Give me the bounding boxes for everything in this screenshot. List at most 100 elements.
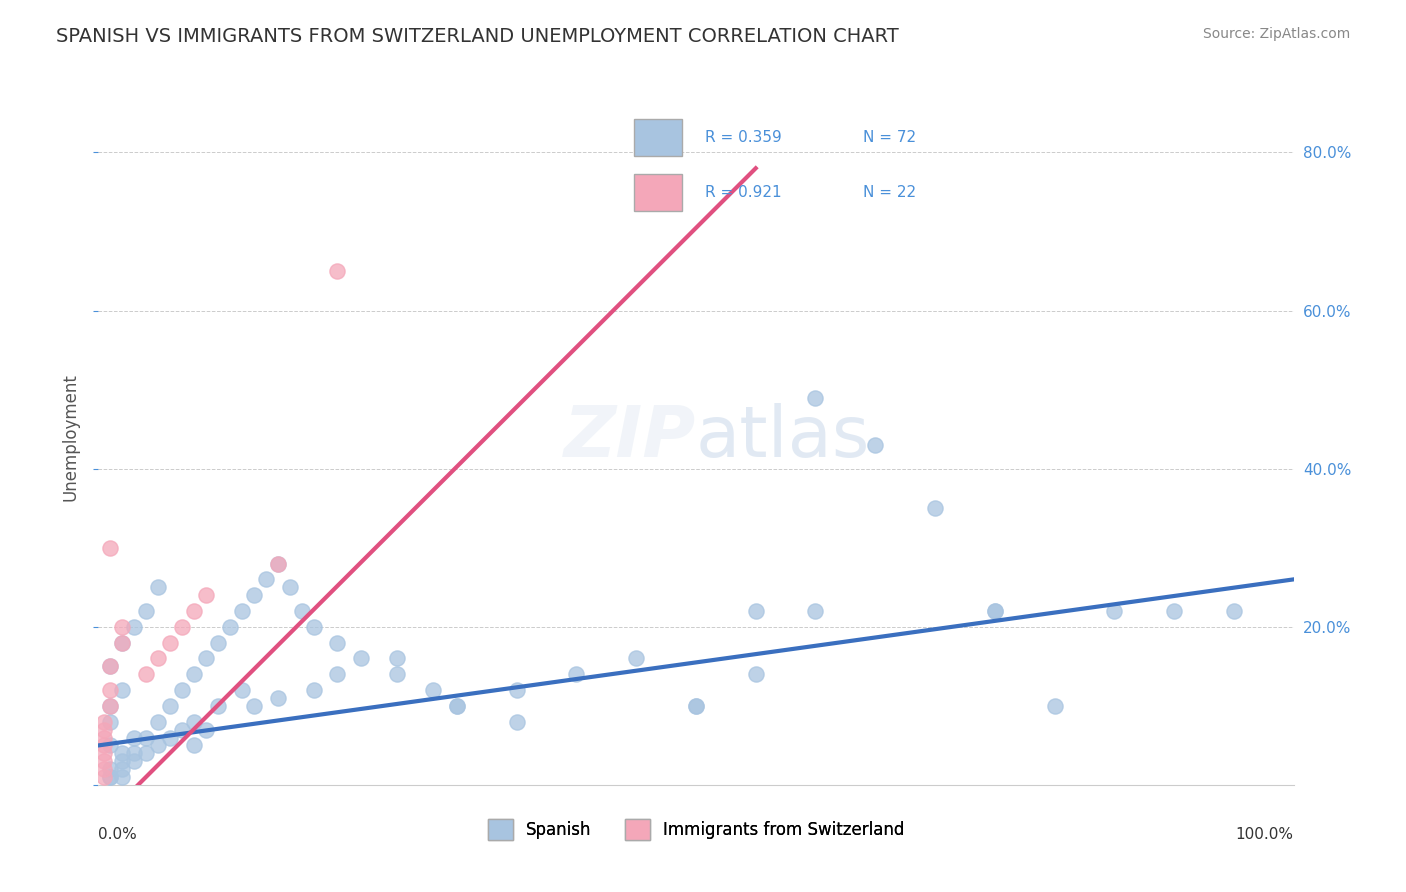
Point	[172, 723, 194, 737]
Point	[148, 580, 170, 594]
FancyBboxPatch shape	[634, 174, 682, 211]
Point	[135, 667, 157, 681]
Point	[98, 762, 122, 776]
Point	[98, 659, 122, 673]
Point	[326, 667, 349, 681]
Point	[506, 714, 529, 729]
Text: R = 0.359: R = 0.359	[706, 129, 782, 145]
Point	[350, 651, 373, 665]
Text: ZIP: ZIP	[564, 402, 696, 472]
Point	[302, 683, 325, 698]
Point	[195, 651, 218, 665]
Point	[98, 659, 122, 673]
Point	[207, 698, 229, 713]
Point	[326, 635, 349, 649]
Point	[159, 698, 181, 713]
Point	[98, 714, 122, 729]
Point	[111, 620, 134, 634]
Point	[183, 739, 205, 753]
Point	[984, 604, 1007, 618]
Point	[98, 770, 122, 784]
Text: Source: ZipAtlas.com: Source: ZipAtlas.com	[1202, 27, 1350, 41]
Point	[865, 438, 887, 452]
Point	[98, 739, 122, 753]
Point	[254, 573, 277, 587]
Text: SPANISH VS IMMIGRANTS FROM SWITZERLAND UNEMPLOYMENT CORRELATION CHART: SPANISH VS IMMIGRANTS FROM SWITZERLAND U…	[56, 27, 898, 45]
Point	[111, 747, 134, 761]
Point	[111, 770, 134, 784]
Point	[685, 698, 707, 713]
Point	[267, 557, 290, 571]
Point	[1223, 604, 1246, 618]
Point	[804, 391, 827, 405]
Point	[124, 620, 146, 634]
Point	[385, 651, 409, 665]
Point	[1163, 604, 1185, 618]
Point	[124, 731, 146, 745]
Point	[93, 731, 115, 745]
Point	[326, 264, 349, 278]
Point	[159, 635, 181, 649]
Point	[135, 747, 157, 761]
Text: 100.0%: 100.0%	[1236, 827, 1294, 842]
Text: N = 72: N = 72	[863, 129, 915, 145]
Point	[93, 739, 115, 753]
Point	[267, 557, 290, 571]
Point	[159, 731, 181, 745]
Point	[565, 667, 588, 681]
Text: N = 22: N = 22	[863, 186, 915, 201]
Point	[231, 683, 253, 698]
Point	[148, 714, 170, 729]
Point	[93, 723, 115, 737]
Point	[291, 604, 314, 618]
Point	[984, 604, 1007, 618]
Point	[98, 541, 122, 555]
Point	[207, 635, 229, 649]
Point	[111, 762, 134, 776]
Point	[231, 604, 253, 618]
Point	[924, 501, 946, 516]
Point	[135, 731, 157, 745]
Point	[183, 667, 205, 681]
Point	[804, 604, 827, 618]
Point	[135, 604, 157, 618]
Text: R = 0.921: R = 0.921	[706, 186, 782, 201]
Point	[745, 667, 768, 681]
Point	[148, 739, 170, 753]
Point	[93, 754, 115, 768]
Point	[93, 747, 115, 761]
Point	[183, 604, 205, 618]
Point	[111, 635, 134, 649]
Point	[111, 683, 134, 698]
Point	[219, 620, 242, 634]
Point	[278, 580, 301, 594]
Point	[446, 698, 468, 713]
Point	[385, 667, 409, 681]
Point	[111, 754, 134, 768]
Point	[172, 683, 194, 698]
Point	[446, 698, 468, 713]
Point	[98, 683, 122, 698]
Legend: Spanish, Immigrants from Switzerland: Spanish, Immigrants from Switzerland	[481, 813, 911, 847]
Point	[243, 588, 266, 602]
Point	[422, 683, 444, 698]
Point	[195, 588, 218, 602]
Point	[148, 651, 170, 665]
Point	[1104, 604, 1126, 618]
Point	[98, 770, 122, 784]
Point	[626, 651, 648, 665]
Point	[124, 754, 146, 768]
Point	[124, 747, 146, 761]
Y-axis label: Unemployment: Unemployment	[62, 373, 80, 501]
Point	[93, 762, 115, 776]
Point	[172, 620, 194, 634]
Point	[93, 770, 115, 784]
Point	[111, 635, 134, 649]
Point	[183, 714, 205, 729]
Point	[745, 604, 768, 618]
FancyBboxPatch shape	[634, 119, 682, 156]
Text: atlas: atlas	[696, 402, 870, 472]
Point	[302, 620, 325, 634]
Text: 0.0%: 0.0%	[98, 827, 138, 842]
Point	[1043, 698, 1066, 713]
